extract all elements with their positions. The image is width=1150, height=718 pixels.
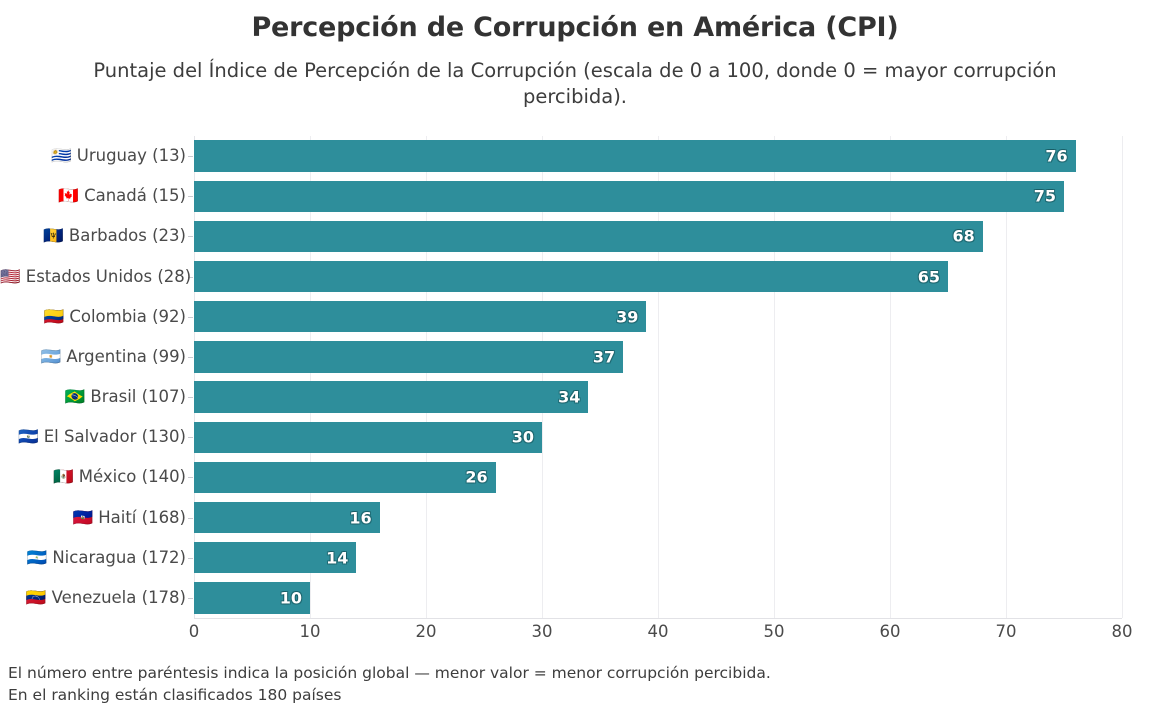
y-axis-label-haití: 🇭🇹 Haití (168)	[72, 507, 186, 527]
bar-row[interactable]: 30	[194, 421, 1122, 453]
x-axis-line	[194, 618, 1122, 619]
bar[interactable]	[194, 220, 983, 253]
y-axis-tick	[188, 437, 193, 439]
bar-value-label: 68	[952, 226, 975, 246]
y-axis-label-el-salvador: 🇸🇻 El Salvador (130)	[17, 427, 186, 447]
gridline-10	[310, 136, 311, 618]
y-axis-label-méxico: 🇲🇽 México (140)	[52, 467, 186, 487]
gridline-70	[1006, 136, 1007, 618]
y-axis-labels: 🇺🇾 Uruguay (13) 🇨🇦 Canadá (15) 🇧🇧 Barbados…	[0, 136, 192, 618]
y-axis-tick	[188, 517, 193, 519]
bar-value-label: 65	[917, 267, 940, 287]
bar-value-label: 34	[558, 387, 581, 407]
y-axis-tick	[188, 316, 193, 318]
y-axis-label-argentina: 🇦🇷 Argentina (99)	[40, 346, 186, 366]
bar-row[interactable]: 26	[194, 461, 1122, 494]
bar-value-label: 30	[511, 427, 534, 447]
x-axis-tick-label-30: 30	[531, 622, 553, 641]
gridline-50	[774, 136, 775, 618]
bar-value-label: 76	[1045, 146, 1068, 166]
x-axis-tick-label-20: 20	[415, 622, 437, 641]
y-axis-label-nicaragua: 🇳🇮 Nicaragua (172)	[26, 547, 186, 567]
bar[interactable]	[194, 582, 310, 614]
bar[interactable]	[194, 381, 589, 413]
y-axis-label-canadá: 🇨🇦 Canadá (15)	[58, 186, 186, 206]
gridline-30	[542, 136, 543, 618]
y-axis-label-venezuela: 🇻🇪 Venezuela (178)	[25, 587, 186, 607]
y-axis-tick	[188, 597, 193, 599]
bar-row[interactable]: 10	[194, 582, 1122, 614]
y-axis-tick	[188, 557, 193, 559]
bar-value-label: 39	[616, 307, 639, 327]
bar-row[interactable]: 34	[194, 381, 1122, 413]
bar[interactable]	[194, 542, 357, 574]
y-axis-tick	[188, 276, 193, 278]
bar-row[interactable]: 37	[194, 341, 1122, 373]
bar-value-label: 10	[279, 588, 302, 608]
y-axis-label-brasil: 🇧🇷 Brasil (107)	[64, 387, 186, 407]
bar[interactable]	[194, 421, 542, 453]
bar-value-label: 26	[465, 467, 488, 487]
bar[interactable]	[194, 180, 1064, 212]
x-axis-tick-label-70: 70	[995, 622, 1017, 641]
x-axis-tick-label-50: 50	[763, 622, 785, 641]
x-axis-tick-label-80: 80	[1111, 622, 1133, 641]
footer-line-2: En el ranking están clasificados 180 paí…	[8, 686, 342, 705]
y-axis-label-colombia: 🇨🇴 Colombia (92)	[43, 306, 186, 326]
bar-row[interactable]: 75	[194, 180, 1122, 212]
y-axis-tick	[188, 196, 193, 198]
y-axis-tick	[188, 236, 193, 238]
y-axis-label-uruguay: 🇺🇾 Uruguay (13)	[50, 146, 186, 166]
x-axis-labels: 0 10 20 30 40 50 60 70 80	[189, 622, 1133, 652]
y-axis-tick	[188, 156, 193, 158]
bar[interactable]	[194, 341, 624, 373]
footer-notes: El número entre paréntesis indica la pos…	[8, 662, 1108, 707]
x-axis-tick-label-60: 60	[879, 622, 901, 641]
bar-row[interactable]: 16	[194, 501, 1122, 534]
bar-row[interactable]: 39	[194, 301, 1122, 333]
y-axis-tick	[188, 477, 193, 479]
x-axis-tick-label-0: 0	[188, 622, 200, 641]
bar[interactable]	[194, 301, 647, 333]
bar-row[interactable]: 68	[194, 220, 1122, 253]
bar[interactable]	[194, 260, 948, 293]
chart-subtitle: Puntaje del Índice de Percepción de la C…	[93, 59, 1057, 109]
bar-value-label: 75	[1033, 186, 1056, 206]
bar-row[interactable]: 14	[194, 542, 1122, 574]
gridline-20	[426, 136, 427, 618]
bar-row[interactable]: 65	[194, 260, 1122, 293]
gridline-80	[1122, 136, 1123, 618]
gridline-60	[890, 136, 891, 618]
x-axis-tick-label-40: 40	[647, 622, 669, 641]
y-axis-ticks	[0, 136, 194, 618]
y-axis-label-estados-unidos: 🇺🇸 Estados Unidos (28)	[0, 266, 192, 286]
gridline-0	[194, 136, 195, 618]
bar-value-label: 16	[349, 508, 372, 528]
footer-line-1: El número entre paréntesis indica la pos…	[8, 664, 771, 682]
plot-area: 76 75 68 65 39 37 34 30 26 16 14 10	[194, 136, 1123, 619]
gridline-40	[658, 136, 659, 618]
bar-value-label: 14	[326, 548, 349, 568]
bar[interactable]	[194, 140, 1076, 172]
bar[interactable]	[194, 461, 496, 494]
x-axis-tick-label-10: 10	[299, 622, 321, 641]
bar-value-label: 37	[592, 347, 616, 367]
chart-title: Percepción de Corrupción en América (CPI…	[251, 12, 899, 43]
y-axis-tick	[188, 397, 193, 399]
bar[interactable]	[194, 501, 380, 534]
y-axis-label-barbados: 🇧🇧 Barbados (23)	[43, 226, 186, 246]
bar-row[interactable]: 76	[194, 140, 1122, 172]
y-axis-tick	[188, 356, 193, 358]
